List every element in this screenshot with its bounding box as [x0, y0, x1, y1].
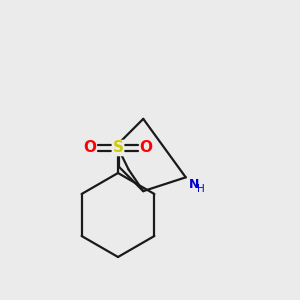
Text: S: S	[112, 140, 124, 155]
Text: O: O	[83, 140, 97, 155]
Text: H: H	[197, 184, 205, 194]
Text: N: N	[189, 178, 199, 191]
Text: O: O	[140, 140, 152, 155]
